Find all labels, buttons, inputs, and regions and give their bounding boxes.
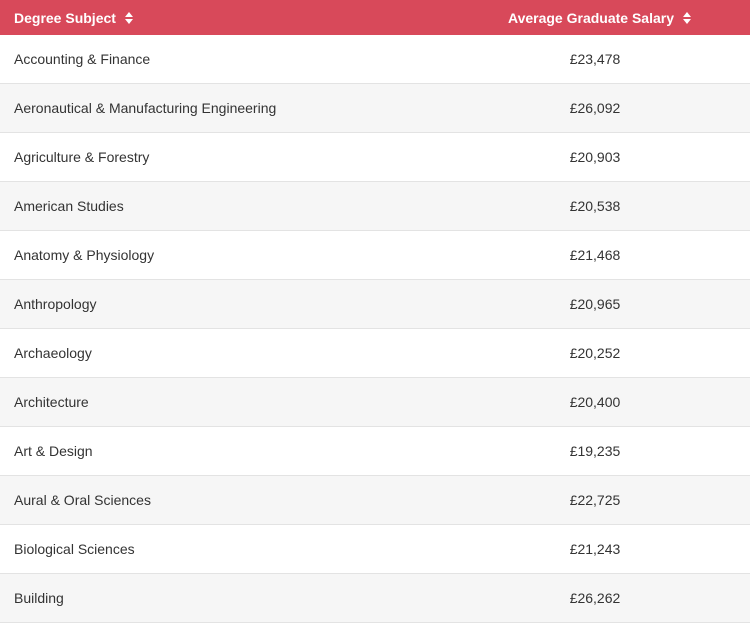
subject-cell: Biological Sciences bbox=[14, 541, 135, 557]
salary-cell: £23,478 bbox=[569, 51, 621, 67]
subject-cell: Agriculture & Forestry bbox=[14, 149, 150, 165]
salary-cell: £26,262 bbox=[569, 590, 621, 606]
average-salary-header-label: Average Graduate Salary bbox=[507, 9, 674, 26]
table-row: Archaeology £20,252 bbox=[0, 329, 750, 378]
subject-cell: American Studies bbox=[14, 198, 124, 214]
salary-cell: £20,903 bbox=[569, 149, 621, 165]
subject-cell: Aural & Oral Sciences bbox=[14, 492, 151, 508]
table-row: Accounting & Finance £23,478 bbox=[0, 35, 750, 84]
table-row: Aural & Oral Sciences £22,725 bbox=[0, 476, 750, 525]
table-row: Agriculture & Forestry £20,903 bbox=[0, 133, 750, 182]
table-row: Anthropology £20,965 bbox=[0, 280, 750, 329]
sort-icon[interactable] bbox=[682, 11, 692, 25]
table-row: American Studies £20,538 bbox=[0, 182, 750, 231]
salary-cell: £20,252 bbox=[569, 345, 621, 361]
degree-subject-column-header[interactable]: Degree Subject bbox=[0, 10, 480, 26]
table-row: Biological Sciences £21,243 bbox=[0, 525, 750, 574]
degree-subject-header-label: Degree Subject bbox=[14, 9, 116, 26]
average-salary-column-header[interactable]: Average Graduate Salary bbox=[480, 10, 750, 26]
table-row: Anatomy & Physiology £21,468 bbox=[0, 231, 750, 280]
table-row: Building £26,262 bbox=[0, 574, 750, 623]
salary-cell: £20,965 bbox=[569, 296, 621, 312]
salary-cell: £26,092 bbox=[569, 100, 621, 116]
subject-cell: Anthropology bbox=[14, 296, 97, 312]
salary-cell: £20,400 bbox=[569, 394, 621, 410]
table-header: Degree Subject Average Graduate Salary bbox=[0, 0, 750, 35]
table-row: Art & Design £19,235 bbox=[0, 427, 750, 476]
subject-cell: Accounting & Finance bbox=[14, 51, 151, 67]
subject-cell: Aeronautical & Manufacturing Engineering bbox=[14, 100, 277, 116]
table-row: Architecture £20,400 bbox=[0, 378, 750, 427]
sort-icon[interactable] bbox=[124, 11, 134, 25]
salary-cell: £21,243 bbox=[569, 541, 621, 557]
subject-cell: Art & Design bbox=[14, 443, 93, 459]
salary-cell: £19,235 bbox=[569, 443, 621, 459]
salary-cell: £21,468 bbox=[569, 247, 621, 263]
table-body: Accounting & Finance £23,478 Aeronautica… bbox=[0, 35, 750, 623]
subject-cell: Archaeology bbox=[14, 345, 92, 361]
subject-cell: Building bbox=[14, 590, 64, 606]
table-row: Aeronautical & Manufacturing Engineering… bbox=[0, 84, 750, 133]
salary-cell: £22,725 bbox=[569, 492, 621, 508]
subject-cell: Architecture bbox=[14, 394, 89, 410]
salary-cell: £20,538 bbox=[569, 198, 621, 214]
subject-cell: Anatomy & Physiology bbox=[14, 247, 155, 263]
